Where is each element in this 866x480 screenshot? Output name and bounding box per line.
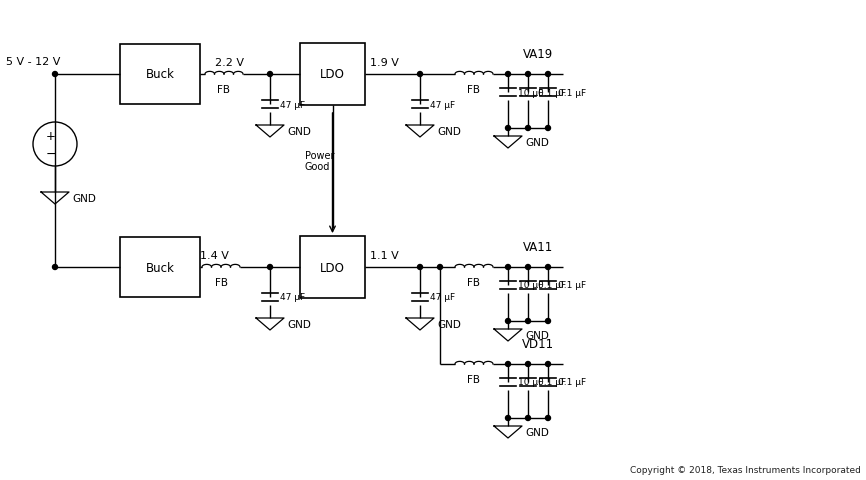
Circle shape: [546, 72, 551, 77]
Text: 10 μF: 10 μF: [518, 88, 543, 97]
Circle shape: [526, 265, 531, 270]
Circle shape: [546, 416, 551, 420]
Bar: [120, 45, 200, 105]
Circle shape: [546, 319, 551, 324]
Circle shape: [506, 362, 510, 367]
Text: FB: FB: [468, 277, 481, 288]
Bar: [300, 44, 365, 106]
Text: 10 μF: 10 μF: [518, 281, 543, 290]
Text: +: +: [46, 129, 56, 142]
Text: LDO: LDO: [320, 68, 345, 81]
Text: VA11: VA11: [523, 240, 553, 253]
Text: 0.1 μF: 0.1 μF: [538, 378, 566, 387]
Text: −: −: [45, 147, 56, 160]
Text: 47 μF: 47 μF: [430, 293, 456, 302]
Text: VD11: VD11: [522, 337, 554, 350]
Circle shape: [506, 265, 510, 270]
Text: GND: GND: [525, 330, 549, 340]
Text: GND: GND: [525, 138, 549, 148]
Text: FB: FB: [217, 85, 230, 95]
Text: GND: GND: [72, 193, 96, 204]
Circle shape: [546, 126, 551, 131]
Circle shape: [546, 265, 551, 270]
Circle shape: [506, 416, 510, 420]
Text: 47 μF: 47 μF: [280, 100, 305, 109]
Circle shape: [526, 416, 531, 420]
Text: GND: GND: [287, 127, 311, 137]
Text: 0.1 μF: 0.1 μF: [558, 88, 586, 97]
Text: 47 μF: 47 μF: [430, 100, 456, 109]
Text: GND: GND: [437, 319, 461, 329]
Text: GND: GND: [287, 319, 311, 329]
Text: 10 μF: 10 μF: [518, 378, 543, 387]
Text: 1.4 V: 1.4 V: [200, 251, 229, 261]
Circle shape: [506, 72, 510, 77]
Circle shape: [506, 319, 510, 324]
Circle shape: [546, 362, 551, 367]
Text: Power
Good: Power Good: [305, 150, 334, 172]
Text: Buck: Buck: [145, 68, 174, 81]
Text: FB: FB: [468, 85, 481, 95]
Circle shape: [526, 72, 531, 77]
Text: 47 μF: 47 μF: [280, 293, 305, 302]
Circle shape: [506, 126, 510, 131]
Text: GND: GND: [525, 427, 549, 437]
Circle shape: [526, 126, 531, 131]
Text: 5 V - 12 V: 5 V - 12 V: [6, 57, 61, 67]
Text: GND: GND: [437, 127, 461, 137]
Text: 1.9 V: 1.9 V: [370, 58, 399, 68]
Text: Copyright © 2018, Texas Instruments Incorporated: Copyright © 2018, Texas Instruments Inco…: [630, 465, 861, 474]
Circle shape: [526, 319, 531, 324]
Text: 1.1 V: 1.1 V: [370, 251, 398, 261]
Text: VA19: VA19: [523, 48, 553, 61]
Bar: [120, 238, 200, 298]
Circle shape: [268, 265, 273, 270]
Circle shape: [526, 362, 531, 367]
Text: 2.2 V: 2.2 V: [215, 58, 244, 68]
Text: LDO: LDO: [320, 261, 345, 274]
Bar: [300, 237, 365, 299]
Circle shape: [53, 72, 57, 77]
Text: Buck: Buck: [145, 261, 174, 274]
Text: FB: FB: [215, 277, 228, 288]
Text: FB: FB: [468, 374, 481, 384]
Circle shape: [417, 265, 423, 270]
Text: 0.1 μF: 0.1 μF: [558, 378, 586, 387]
Circle shape: [268, 72, 273, 77]
Circle shape: [437, 265, 443, 270]
Text: 0.1 μF: 0.1 μF: [538, 281, 566, 290]
Circle shape: [417, 72, 423, 77]
Circle shape: [53, 265, 57, 270]
Text: 0.1 μF: 0.1 μF: [538, 88, 566, 97]
Text: 0.1 μF: 0.1 μF: [558, 281, 586, 290]
